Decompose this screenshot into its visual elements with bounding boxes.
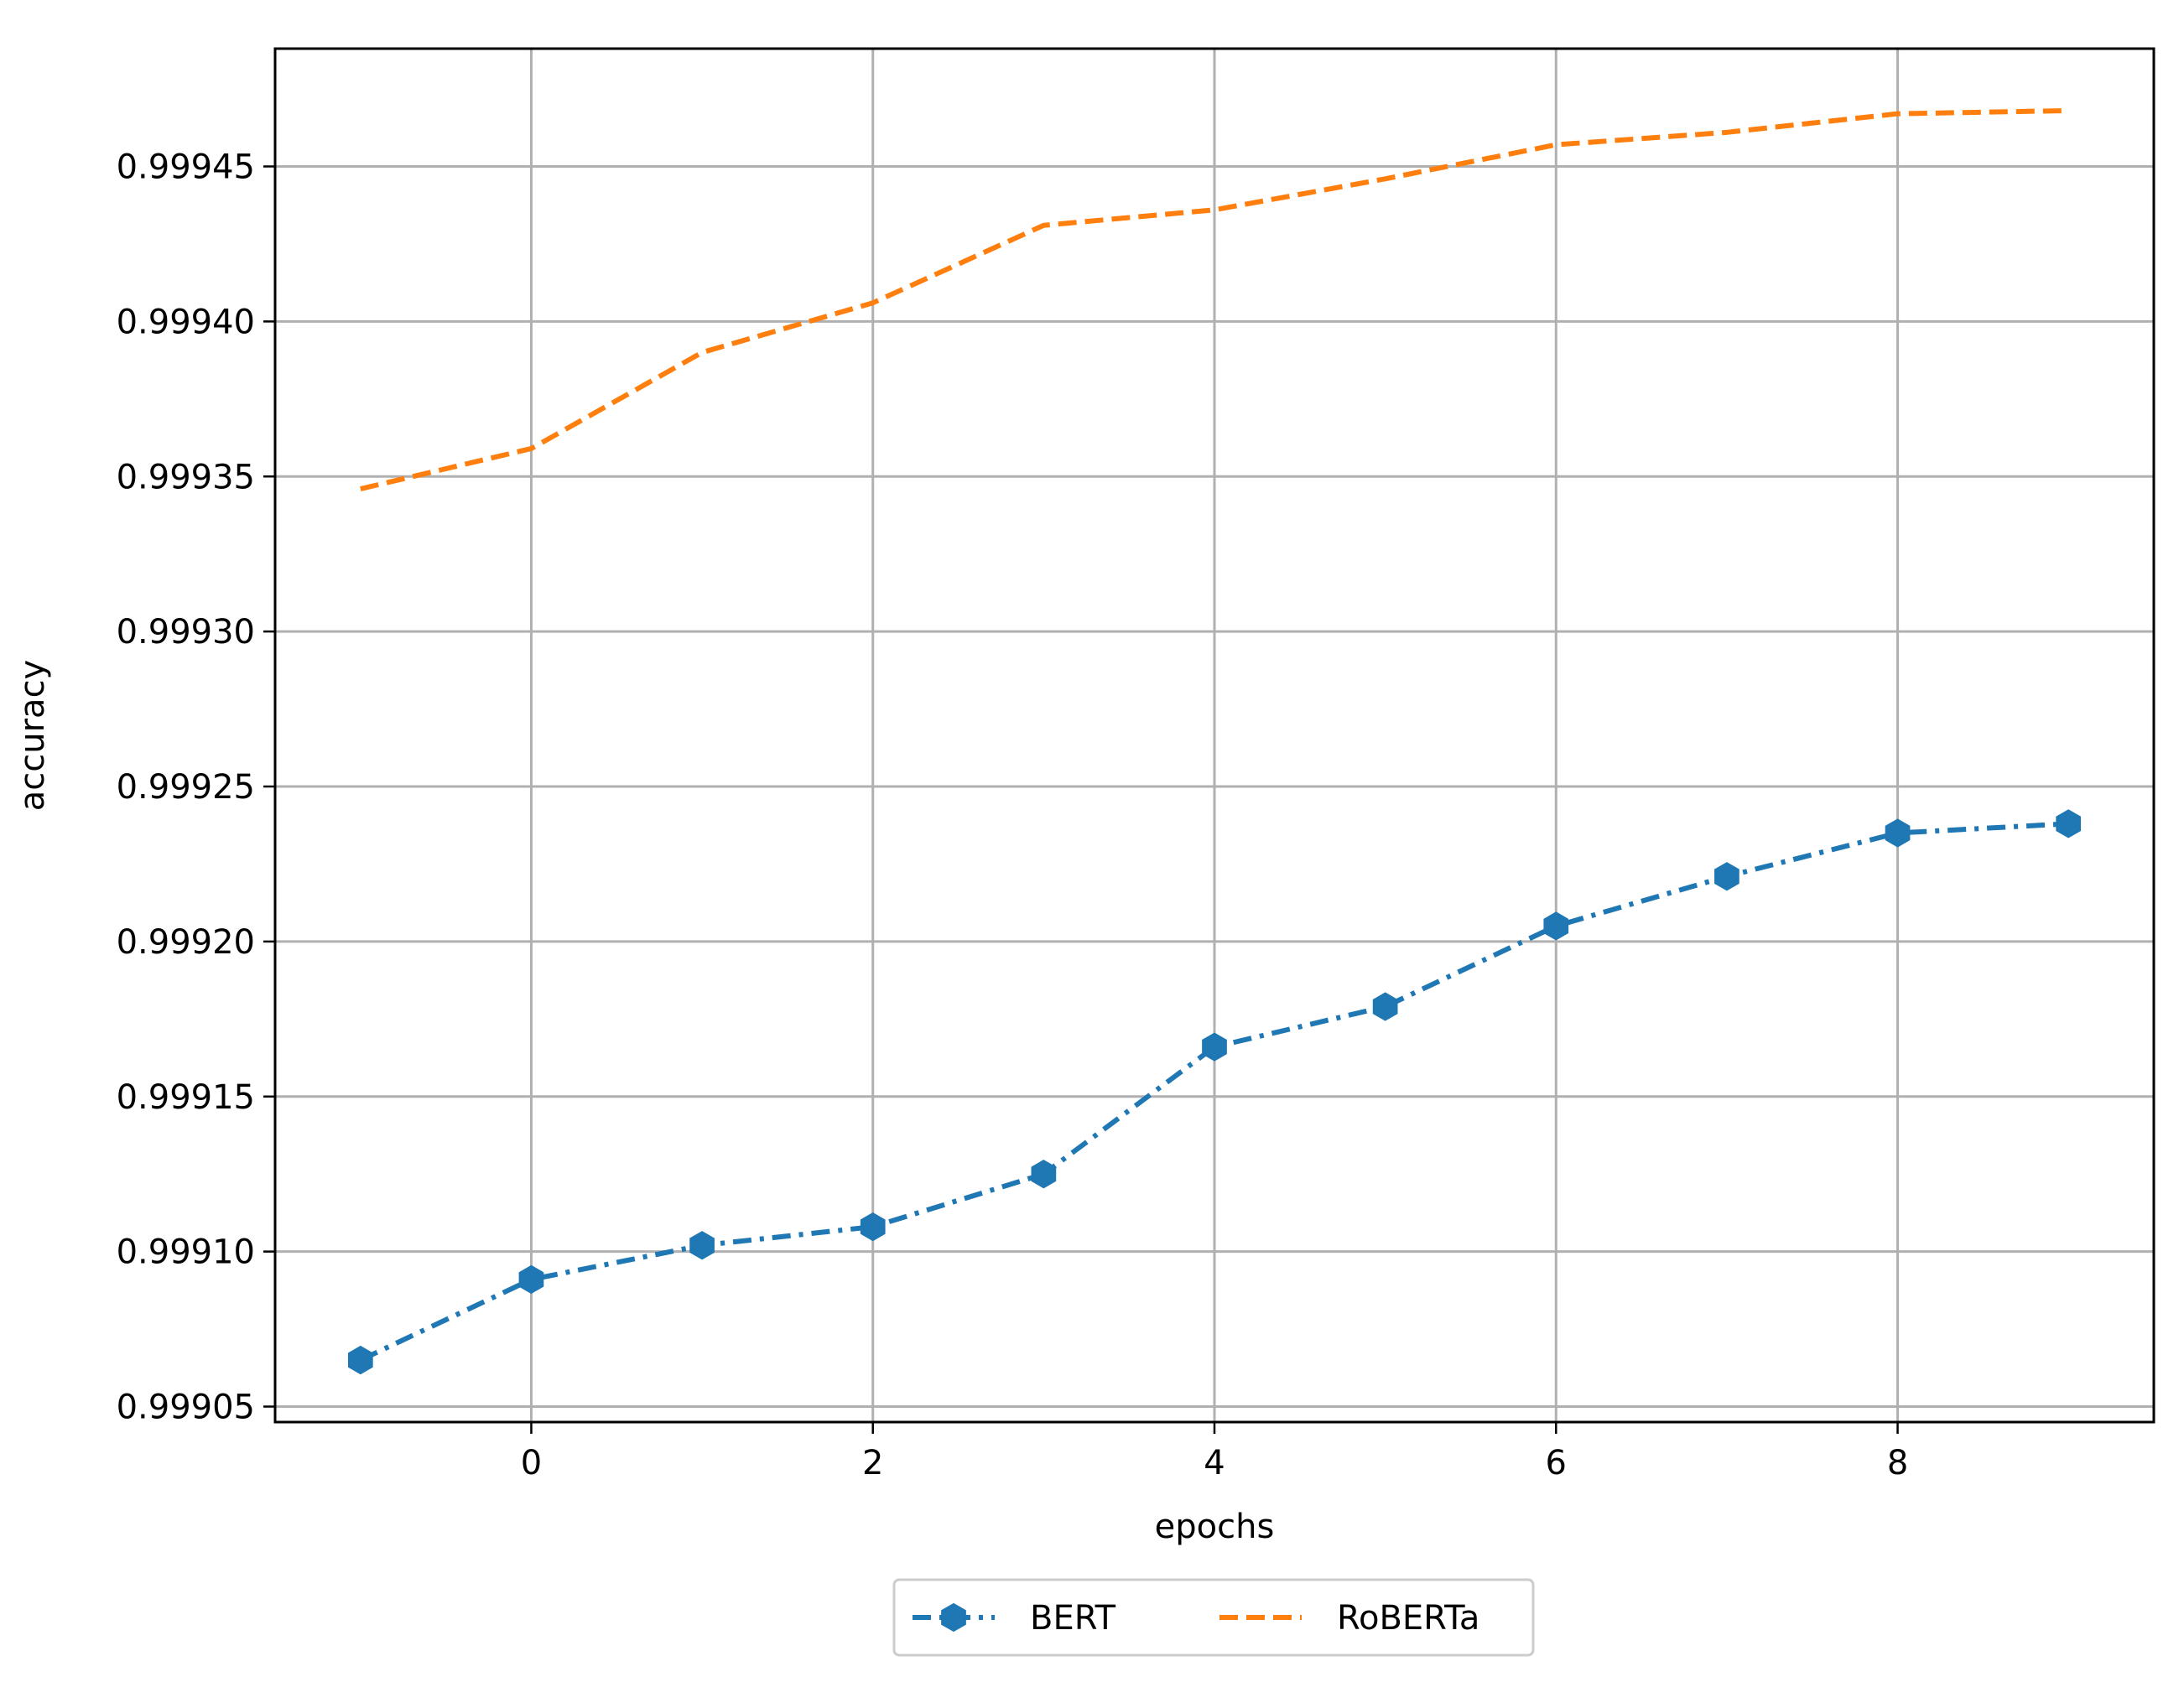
series-bert bbox=[347, 809, 2082, 1375]
bert-point bbox=[860, 1212, 886, 1242]
y-tick-label: 0.99905 bbox=[117, 1389, 255, 1427]
bert-point bbox=[1031, 1160, 1057, 1189]
bert-point bbox=[1885, 818, 1911, 848]
plot-frame bbox=[273, 47, 2155, 1424]
y-axis-label: accuracy bbox=[13, 660, 52, 811]
bert-point bbox=[1202, 1032, 1227, 1062]
y-tick-label: 0.99945 bbox=[117, 148, 255, 187]
x-tick-label: 4 bbox=[1204, 1444, 1225, 1482]
bert-point bbox=[1714, 862, 1739, 891]
y-tick-label: 0.99910 bbox=[117, 1233, 255, 1272]
legend-item-roberta: RoBERTa bbox=[1219, 1599, 1479, 1638]
bert-line bbox=[359, 821, 2069, 1363]
bert-point bbox=[518, 1264, 544, 1295]
legend: BERT RoBERTa bbox=[892, 1578, 1535, 1657]
y-tick-label: 0.99940 bbox=[117, 303, 255, 341]
legend-label-bert: BERT bbox=[1030, 1599, 1116, 1638]
bert-point bbox=[347, 1345, 373, 1375]
legend-item-bert: BERT bbox=[913, 1599, 1116, 1638]
y-tick-label: 0.99925 bbox=[117, 768, 255, 807]
legend-label-roberta: RoBERTa bbox=[1337, 1599, 1479, 1638]
series-plot-area bbox=[347, 107, 2082, 1375]
legend-box bbox=[892, 1578, 1535, 1657]
grid bbox=[275, 49, 2154, 1422]
y-tick-label: 0.99920 bbox=[117, 923, 255, 962]
x-tick-label: 6 bbox=[1546, 1444, 1567, 1482]
y-tick-label: 0.99915 bbox=[117, 1078, 255, 1117]
bert-point bbox=[1372, 992, 1398, 1021]
axis-ticks: 0 2 4 6 8 0.99905 0.99910 0.99915 0.99920 0.99925… bbox=[117, 148, 1909, 1482]
x-axis-label: epochs bbox=[1155, 1508, 1275, 1546]
legend-items: BERT RoBERTa bbox=[913, 1599, 1479, 1638]
x-tick-label: 8 bbox=[1887, 1444, 1908, 1482]
x-tick-label: 2 bbox=[862, 1444, 883, 1482]
y-tick-label: 0.99935 bbox=[117, 458, 255, 496]
legend-marker-bert bbox=[941, 1602, 966, 1633]
series-roberta bbox=[360, 107, 2069, 491]
bert-point bbox=[1543, 911, 1569, 941]
bert-point bbox=[2056, 809, 2082, 838]
x-tick-label: 0 bbox=[521, 1444, 542, 1482]
bert-point bbox=[689, 1231, 715, 1260]
y-tick-label: 0.99930 bbox=[117, 613, 255, 652]
roberta-line bbox=[360, 107, 2069, 491]
